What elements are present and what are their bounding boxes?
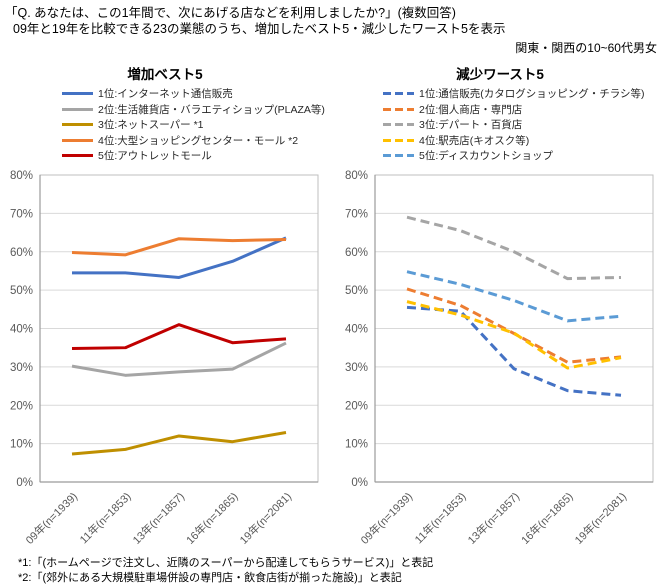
series-line-rank-3 — [406, 215, 622, 281]
legend-label: 4位:駅売店(キオスク等) — [419, 134, 530, 147]
legend-item: 4位:駅売店(キオスク等) — [383, 133, 645, 149]
legend-item: 1位:通信販売(カタログショッピング・チラシ等) — [383, 86, 645, 102]
x-axis-tick-label: 09年(n=1939) — [357, 489, 415, 547]
series-line-rank-2 — [406, 287, 622, 364]
increase-chart-legend: 1位:インターネット通信販売 2位:生活雑貨店・バラエティショップ(PLAZA等)… — [62, 86, 325, 164]
solid-line-swatch — [62, 92, 93, 96]
y-axis-tick-label: 50% — [345, 285, 368, 297]
audience-note: 関東・関西の10~60代男女 — [515, 41, 657, 55]
legend-label: 1位:インターネット通信販売 — [98, 88, 233, 101]
solid-line-swatch — [62, 138, 93, 142]
y-axis-tick-label: 50% — [10, 285, 33, 297]
legend-label: 2位:個人商店・専門店 — [419, 103, 523, 116]
y-axis-tick-label: 80% — [10, 170, 33, 182]
legend-item: 2位:生活雑貨店・バラエティショップ(PLAZA等) — [62, 102, 325, 118]
y-axis-tick-label: 0% — [351, 477, 368, 489]
y-axis-tick-label: 30% — [345, 362, 368, 374]
x-axis-tick-label: 13年(n=1857) — [129, 489, 187, 547]
y-axis-tick-label: 60% — [345, 247, 368, 259]
x-axis-tick-label: 13年(n=1857) — [464, 489, 522, 547]
y-axis-tick-label: 70% — [345, 208, 368, 220]
dashed-line-swatch — [383, 154, 414, 158]
dashed-line-swatch — [383, 123, 414, 127]
legend-item: 3位:デパート・百貨店 — [383, 117, 645, 133]
x-axis-tick-label: 16年(n=1865) — [183, 489, 241, 547]
y-axis-tick-label: 20% — [10, 400, 33, 412]
y-axis-tick-label: 40% — [10, 324, 33, 336]
x-axis-tick-label: 19年(n=2081) — [571, 489, 629, 547]
y-axis-tick-label: 70% — [10, 208, 33, 220]
legend-label: 3位:ネットスーパー *1 — [98, 119, 204, 132]
series-line-rank-4 — [71, 237, 287, 257]
legend-item: 3位:ネットスーパー *1 — [62, 117, 325, 133]
x-axis-tick-label: 16年(n=1865) — [518, 489, 576, 547]
legend-label: 5位:ディスカウントショップ — [419, 150, 554, 163]
legend-item: 1位:インターネット通信販売 — [62, 86, 325, 102]
dashed-line-swatch — [383, 138, 414, 142]
solid-line-swatch — [62, 123, 93, 127]
dashed-line-swatch — [383, 92, 414, 96]
y-axis-tick-label: 30% — [10, 362, 33, 374]
legend-item: 5位:アウトレットモール — [62, 148, 325, 164]
footnote-2: *2:「(郊外にある大規模駐車場併設の専門店・飲食店街が揃った施設)」と表記 — [18, 572, 402, 584]
series-line-rank-5 — [71, 323, 287, 350]
solid-line-swatch — [62, 107, 93, 111]
series-line-rank-3 — [71, 431, 287, 456]
legend-label: 3位:デパート・百貨店 — [419, 119, 523, 132]
legend-label: 4位:大型ショッピングセンター・モール *2 — [98, 134, 299, 147]
y-axis-tick-label: 10% — [10, 439, 33, 451]
survey-question: 「Q. あなたは、この1年間で、次にあげる店などを利用しましたか?」(複数回答) — [5, 6, 456, 20]
x-axis-tick-label: 09年(n=1939) — [22, 489, 80, 547]
increase-line-chart: 0% 10% 20% 30% 40% 50% 60% 70% 80% 09年(n=1939)11年… — [10, 170, 319, 547]
x-axis-tick-label: 19年(n=2081) — [236, 489, 294, 547]
series-line-rank-5 — [406, 270, 622, 323]
x-axis-tick-label: 11年(n=1853) — [412, 489, 469, 546]
increase-chart-title: 増加ベスト5 — [127, 67, 203, 82]
y-axis-tick-label: 0% — [16, 477, 33, 489]
legend-item: 5位:ディスカウントショップ — [383, 148, 645, 164]
footnote-1: *1:「(ホームページで注文し、近隣のスーパーから配達してもらうサービス)」と表… — [18, 557, 434, 569]
y-axis-tick-label: 10% — [345, 439, 368, 451]
decrease-line-chart: 0% 10% 20% 30% 40% 50% 60% 70% 80% 09年(n=1939)11年… — [345, 170, 654, 547]
legend-label: 1位:通信販売(カタログショッピング・チラシ等) — [419, 88, 645, 101]
y-axis-tick-label: 40% — [345, 324, 368, 336]
solid-line-swatch — [62, 154, 93, 158]
survey-subtitle: 09年と19年を比較できる23の業態のうち、増加したベスト5・減少したワースト5… — [13, 22, 506, 36]
legend-item: 2位:個人商店・専門店 — [383, 102, 645, 118]
series-line-rank-2 — [71, 341, 287, 377]
y-axis-tick-label: 20% — [345, 400, 368, 412]
legend-label: 5位:アウトレットモール — [98, 150, 212, 163]
y-axis-tick-label: 60% — [10, 247, 33, 259]
legend-item: 4位:大型ショッピングセンター・モール *2 — [62, 133, 325, 149]
legend-label: 2位:生活雑貨店・バラエティショップ(PLAZA等) — [98, 103, 325, 116]
series-line-rank-1 — [72, 236, 287, 279]
dashed-line-swatch — [383, 107, 414, 111]
series-line-rank-4 — [406, 300, 622, 370]
y-axis-tick-label: 80% — [345, 170, 368, 182]
x-axis-tick-label: 11年(n=1853) — [77, 489, 134, 546]
series-line-rank-1 — [406, 305, 622, 397]
decrease-chart-legend: 1位:通信販売(カタログショッピング・チラシ等) 2位:個人商店・専門店 3位:デパ… — [383, 86, 645, 164]
decrease-chart-title: 減少ワースト5 — [456, 67, 544, 82]
